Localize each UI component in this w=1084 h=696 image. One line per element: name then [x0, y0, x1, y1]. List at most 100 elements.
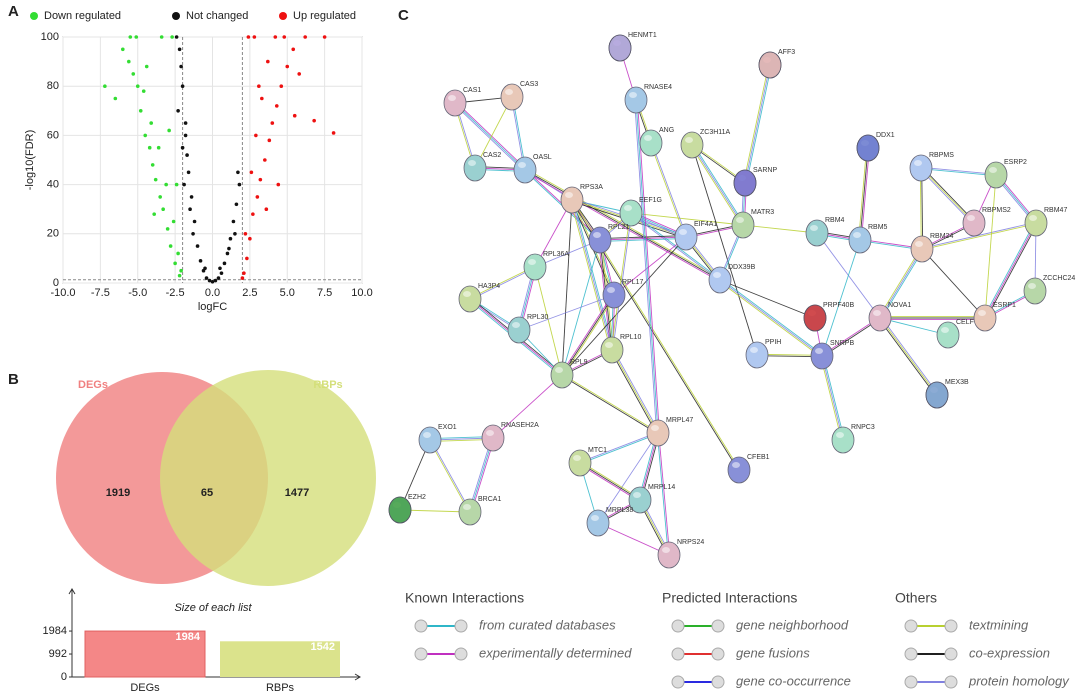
- point: [135, 84, 140, 88]
- legend-node: [904, 619, 918, 633]
- node-highlight: [750, 347, 758, 353]
- node-label: PRPF40B: [823, 302, 854, 309]
- node-label: HENMT1: [628, 32, 657, 39]
- point: [134, 35, 139, 39]
- network-edge: [984, 222, 1037, 319]
- point: [177, 47, 182, 52]
- network-edge: [636, 99, 660, 433]
- network-edge: [919, 168, 974, 225]
- network-node: [962, 209, 986, 237]
- network-edge: [599, 235, 686, 240]
- network-edge: [859, 147, 869, 241]
- network-node: [848, 226, 872, 254]
- bar-value: 1984: [176, 631, 201, 643]
- point: [173, 261, 177, 266]
- venn-count: 1919: [106, 487, 130, 499]
- node-label: ZCCHC24: [1043, 275, 1075, 282]
- network-edge: [474, 96, 513, 169]
- network-edge: [719, 279, 823, 357]
- node-label: DDX1: [876, 132, 895, 139]
- legend-label: Up regulated: [293, 10, 356, 22]
- node-label: RBM24: [930, 233, 953, 240]
- network-node: [805, 219, 829, 247]
- legend-node: [671, 619, 685, 633]
- point: [258, 177, 263, 182]
- point: [179, 64, 183, 69]
- network-edge: [600, 237, 687, 242]
- point: [158, 195, 162, 199]
- network-node: [560, 186, 584, 214]
- y-tick-label: 100: [41, 31, 59, 43]
- legend-node: [671, 647, 685, 661]
- point: [174, 35, 179, 39]
- node-label: MEX3B: [945, 379, 969, 386]
- point: [147, 145, 152, 150]
- node-highlight: [607, 287, 615, 293]
- network-edge: [921, 166, 976, 223]
- network-edges: [399, 47, 1038, 556]
- network-node-accent: [608, 34, 632, 62]
- point: [198, 259, 203, 263]
- network-node: [463, 154, 487, 182]
- node-highlight: [915, 241, 923, 247]
- network-edge: [879, 317, 949, 336]
- y-axis-label: -log10(FDR): [24, 130, 36, 191]
- node-label: AFF3: [778, 49, 795, 56]
- network-node: [586, 509, 610, 537]
- legend-item: gene neighborhood: [736, 617, 849, 632]
- node-highlight: [679, 229, 687, 235]
- point: [249, 170, 254, 175]
- point: [192, 219, 197, 224]
- network-node-accent: [856, 134, 880, 162]
- node-highlight: [978, 310, 986, 316]
- legend-node: [414, 619, 428, 633]
- network-edge: [597, 522, 670, 556]
- point: [292, 113, 297, 118]
- point: [233, 232, 237, 236]
- x-tick-label: -5.0: [128, 287, 147, 299]
- venn-set-label: DEGs: [78, 379, 108, 391]
- point: [138, 109, 143, 113]
- x-tick-label: 2.5: [242, 287, 257, 299]
- point: [240, 276, 245, 280]
- node-label: MATR3: [751, 209, 774, 216]
- point: [245, 256, 249, 261]
- network-node: [727, 456, 751, 484]
- point: [153, 177, 158, 182]
- legend-item: textmining: [969, 617, 1029, 632]
- node-highlight: [565, 192, 573, 198]
- point: [267, 138, 272, 143]
- node-label: RPL21: [608, 224, 630, 231]
- point: [207, 278, 212, 283]
- network-node: [602, 281, 626, 309]
- network-edge: [634, 100, 658, 434]
- point: [228, 236, 233, 241]
- x-tick-label: -2.5: [166, 287, 185, 299]
- point: [227, 246, 231, 251]
- node-highlight: [528, 259, 536, 265]
- network-edge: [821, 239, 861, 357]
- legend-title: Known Interactions: [405, 590, 524, 606]
- node-highlight: [914, 160, 922, 166]
- legend-marker: [279, 12, 287, 20]
- network-edge: [525, 168, 721, 280]
- network-edge: [651, 142, 688, 237]
- point: [234, 202, 239, 207]
- node-label: MRPL47: [666, 417, 693, 424]
- network-edge: [649, 143, 686, 238]
- point: [103, 84, 107, 88]
- node-label: PPIH: [765, 339, 781, 346]
- network-node-accent: [388, 496, 412, 524]
- node-label: BRCA1: [478, 496, 501, 503]
- node-highlight: [644, 135, 652, 141]
- network-edge: [562, 374, 659, 433]
- node-label: RPL10: [620, 334, 642, 341]
- network-node: [588, 226, 612, 254]
- network-edge: [744, 64, 771, 184]
- node-label: EXO1: [438, 424, 457, 431]
- node-highlight: [463, 504, 471, 510]
- point: [182, 182, 186, 187]
- network-node: [810, 342, 834, 370]
- node-label: EIF4A1: [694, 221, 717, 228]
- network-edge: [560, 293, 614, 375]
